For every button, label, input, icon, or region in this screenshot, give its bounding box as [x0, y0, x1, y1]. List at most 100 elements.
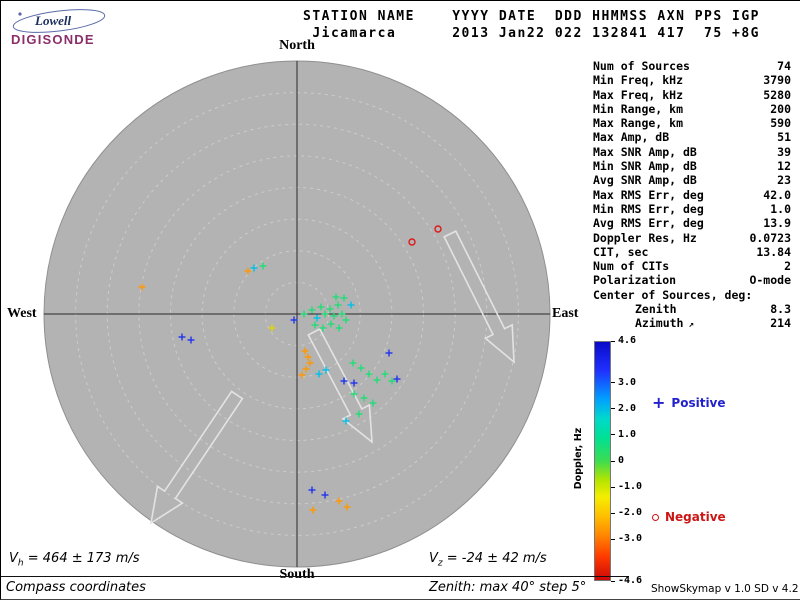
colorbar-tick-label: -2.0 [618, 507, 643, 519]
vertical-velocity-value: Vz = -24 ± 42 m/s [429, 551, 547, 569]
colorbar-tick [611, 486, 615, 488]
colorbar-tick [611, 408, 615, 410]
stat-value: 2 [784, 259, 791, 274]
stat-value: 13.84 [756, 244, 791, 259]
header-columns-row: STATION NAME YYYY DATE DDD HHMMSS AXN PP… [303, 9, 761, 24]
coordinates-mode-label: Compass coordinates [6, 580, 146, 595]
colorbar-tick-label: -1.0 [618, 481, 643, 493]
compass-east-label: East [552, 306, 579, 321]
stat-label: Max SNR Amp, dB [593, 144, 697, 159]
drift-arrow [443, 230, 515, 364]
stat-label: Min SNR Amp, dB [593, 159, 697, 174]
drift-arrow [307, 327, 373, 444]
stat-row: Max Range, km 590 [593, 116, 791, 130]
stat-row: Min SNR Amp, dB 12 [593, 159, 791, 173]
stat-row: CIT, sec 13.84 [593, 245, 791, 259]
colorbar-title: Doppler, Hz [573, 427, 584, 490]
horizontal-velocity-value: Vh = 464 ± 173 m/s [9, 551, 140, 569]
stat-row: Min Range, km 200 [593, 102, 791, 116]
stat-label: Min RMS Err, deg [593, 201, 704, 216]
stat-row: Min RMS Err, deg 1.0 [593, 202, 791, 216]
source-point-negative [408, 238, 416, 246]
stat-row: Max Amp, dB 51 [593, 130, 791, 144]
stat-row: Max RMS Err, deg 42.0 [593, 188, 791, 202]
stat-label: Num of Sources [593, 59, 690, 73]
drift-arrow [149, 390, 244, 525]
compass-west-label: West [7, 306, 37, 321]
header-values-row: Jicamarca 2013 Jan22 022 132841 417 75 +… [303, 26, 761, 41]
zenith-range-note: Zenith: max 40° step 5° [429, 580, 587, 595]
stat-label: Max RMS Err, deg [593, 187, 704, 202]
stat-row: Num of CITs 2 [593, 259, 791, 273]
stat-value: 3790 [763, 73, 791, 88]
stat-value: 590 [770, 116, 791, 131]
stat-value: 23 [777, 173, 791, 188]
stat-label: CIT, sec [593, 244, 649, 259]
logo-brand-text: DIGISONDE [11, 32, 95, 47]
stat-label: Zenith [635, 302, 677, 317]
stat-value: 74 [777, 59, 791, 73]
stat-row: Avg SNR Amp, dB 23 [593, 173, 791, 187]
colorbar-tick-label: 3.0 [618, 376, 637, 388]
stat-label: Max Freq, kHz [593, 87, 684, 102]
digisonde-logo: Lowell DIGISONDE [9, 6, 109, 48]
stat-row: Center of Sources, deg: [593, 288, 791, 302]
legend-positive-label: Positive [671, 396, 726, 410]
colorbar-tick [611, 580, 615, 582]
compass-north-label: North [279, 38, 315, 53]
stat-value: 42.0 [763, 187, 791, 202]
stat-value: 5280 [763, 87, 791, 102]
stat-row: Zenith 8.3 [593, 302, 791, 316]
colorbar-tick [611, 538, 615, 540]
app-version-label: ShowSkymap v 1.0 SD v 4.2 [651, 583, 799, 595]
colorbar-tick-label: 1.0 [618, 428, 637, 440]
colorbar-tick-label: 4.6 [618, 335, 637, 346]
stat-label: Min Freq, kHz [593, 73, 684, 88]
stat-label: Polarization [593, 273, 677, 288]
stat-value: 8.3 [770, 302, 791, 317]
colorbar-tick-label: 0 [618, 455, 625, 466]
stat-row: Azimuth ↗ 214 [593, 316, 791, 330]
stat-label: Num of CITs [593, 259, 670, 274]
stat-value: O-mode [749, 273, 791, 288]
footer-divider [1, 576, 629, 577]
stat-label: Avg SNR Amp, dB [593, 173, 697, 188]
stat-label: Min Range, km [593, 101, 684, 116]
source-point-negative [434, 225, 442, 233]
plus-marker-icon: + [652, 393, 666, 412]
colorbar-tick-label: 2.0 [618, 402, 637, 414]
colorbar-tick [611, 340, 615, 342]
colorbar-tick [611, 512, 615, 514]
colorbar-tick [611, 460, 615, 462]
stat-value: 200 [770, 101, 791, 116]
doppler-colorbar [594, 341, 611, 581]
stat-label: Avg RMS Err, deg [593, 216, 704, 231]
legend-negative: Negative [652, 510, 726, 524]
colorbar-tick [611, 434, 615, 436]
logo-lowell-text: Lowell [35, 13, 72, 28]
data-header: STATION NAME YYYY DATE DDD HHMMSS AXN PP… [303, 8, 760, 42]
compass-south-label: South [279, 567, 315, 582]
stat-row: Avg RMS Err, deg 13.9 [593, 216, 791, 230]
stat-value: 39 [777, 144, 791, 159]
stat-value: 13.9 [763, 216, 791, 231]
colorbar-tick-label: -4.6 [618, 575, 643, 586]
colorbar-tick [611, 382, 615, 384]
stat-row: Polarization O-mode [593, 273, 791, 287]
stat-row: Doppler Res, Hz 0.0723 [593, 231, 791, 245]
stat-row: Min Freq, kHz 3790 [593, 73, 791, 87]
stat-label: Azimuth ↗ [635, 316, 694, 331]
stat-label: Center of Sources, deg: [593, 287, 753, 302]
circle-marker-icon [652, 513, 659, 521]
stat-row: Max SNR Amp, dB 39 [593, 145, 791, 159]
stat-row: Num of Sources 74 [593, 59, 791, 73]
stat-value: 51 [777, 130, 791, 145]
azimuth-direction-icon: ↗ [688, 320, 694, 331]
stat-value: 1.0 [770, 201, 791, 216]
colorbar-tick-label: -3.0 [618, 533, 643, 545]
stats-panel: Num of Sources 74 Min Freq, kHz 3790 Max Fre… [593, 59, 791, 331]
stat-label: Max Amp, dB [593, 130, 670, 145]
stat-value: 0.0723 [749, 230, 791, 245]
stat-value: 12 [777, 159, 791, 174]
